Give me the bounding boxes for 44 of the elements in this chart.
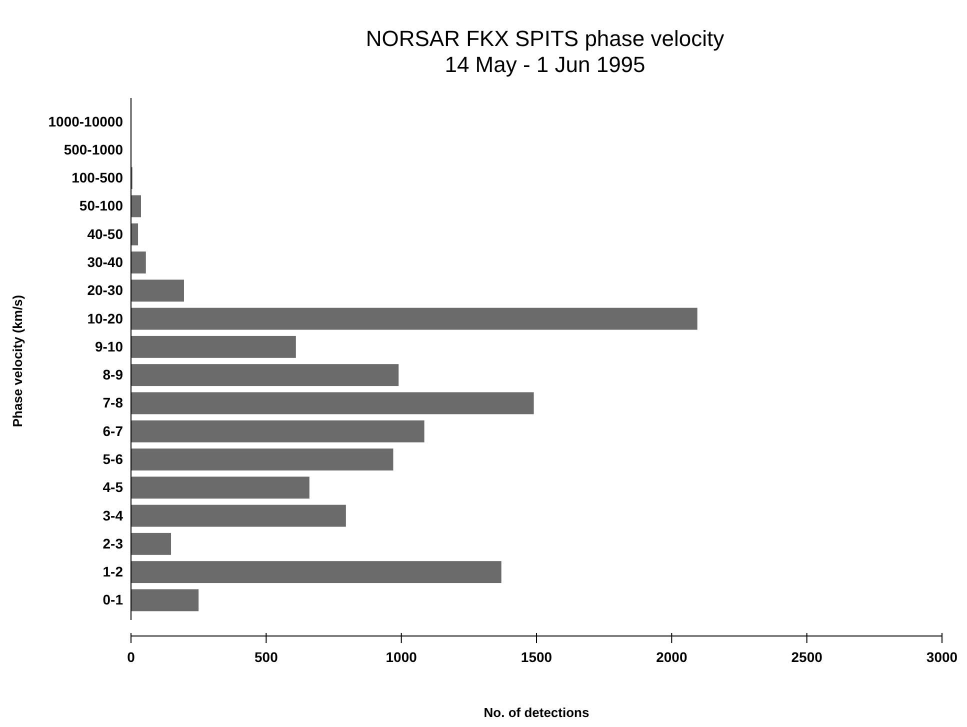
y-tick-label: 50-100 — [79, 198, 124, 214]
y-tick-label: 1000-10000 — [48, 113, 124, 130]
bar — [131, 420, 424, 442]
y-tick-label: 10-20 — [87, 310, 124, 326]
y-tick-label: 100-500 — [72, 170, 124, 186]
y-tick-label: 5-6 — [102, 450, 124, 467]
bar — [131, 392, 534, 414]
bar — [131, 532, 172, 555]
y-tick-label: 500-1000 — [64, 141, 124, 158]
x-tick-label: 1000 — [386, 648, 418, 665]
bar — [131, 364, 399, 386]
chart-title: NORSAR FKX SPITS phase velocity — [366, 26, 724, 51]
bar — [131, 561, 502, 584]
x-tick-label: 500 — [254, 648, 278, 665]
y-tick-label: 20-30 — [87, 282, 124, 298]
bar — [131, 280, 184, 302]
bar — [131, 195, 141, 218]
y-tick-label: 6-7 — [102, 422, 124, 439]
x-axis-title: No. of detections — [484, 705, 590, 720]
x-tick-label: 2500 — [791, 648, 823, 665]
x-tick-label: 3000 — [926, 648, 958, 665]
y-axis-title: Phase velocity (km/s) — [10, 294, 25, 428]
x-tick-label: 2000 — [656, 648, 688, 665]
x-tick-label: 1500 — [520, 648, 552, 665]
chart-subtitle: 14 May - 1 Jun 1995 — [444, 52, 646, 77]
bar — [131, 589, 199, 612]
y-tick-label: 40-50 — [87, 226, 124, 242]
bar — [131, 448, 394, 470]
y-tick-label: 7-8 — [102, 394, 124, 411]
y-tick-label: 1-2 — [102, 564, 124, 580]
x-tick-label: 0 — [127, 648, 136, 665]
y-tick-label: 30-40 — [87, 254, 124, 270]
y-tick-label: 9-10 — [94, 338, 124, 354]
bar — [131, 252, 146, 274]
y-tick-label: 2-3 — [102, 535, 124, 552]
bar — [131, 336, 296, 358]
bar — [131, 504, 346, 527]
bar — [131, 308, 698, 330]
bar — [131, 476, 310, 499]
bar — [131, 223, 138, 246]
y-tick-label: 0-1 — [102, 592, 124, 608]
y-tick-label: 3-4 — [102, 507, 124, 524]
y-tick-label: 8-9 — [102, 366, 124, 383]
y-tick-label: 4-5 — [102, 479, 124, 496]
